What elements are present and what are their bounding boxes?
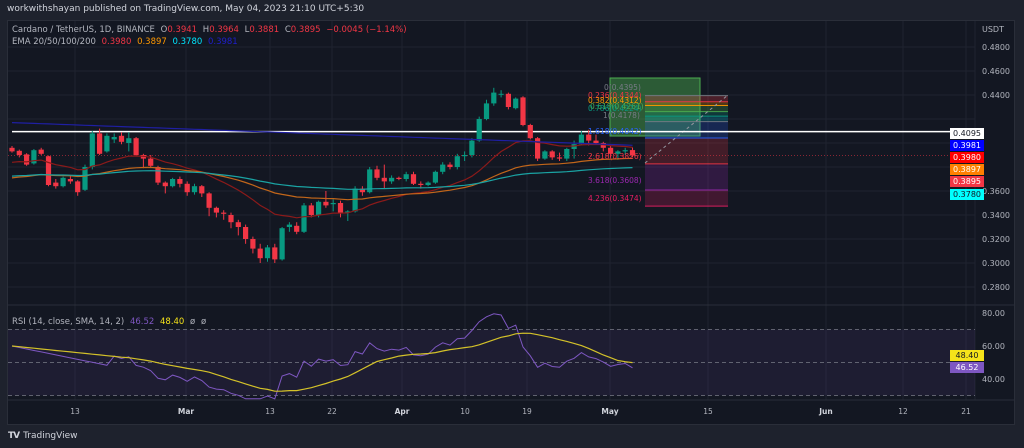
price-tick: 0.3600	[982, 187, 1010, 196]
rsi-value: 46.52	[129, 317, 155, 327]
symbol-legend: Cardano / TetherUS, 1D, BINANCE O0.3941 …	[12, 25, 410, 35]
close-label: C	[284, 25, 291, 35]
time-tick: 13	[265, 407, 275, 416]
price-tick: 0.4800	[982, 43, 1010, 52]
chart-frame[interactable]	[7, 20, 1015, 425]
price-axis-label: 0.4095	[950, 128, 984, 139]
time-tick: 21	[961, 407, 971, 416]
price-axis-label: 0.3780	[950, 189, 984, 200]
symbol-title[interactable]: Cardano / TetherUS, 1D, BINANCE	[12, 25, 155, 35]
bottom-bar	[0, 425, 1024, 448]
time-tick: 10	[460, 407, 470, 416]
price-tick: 0.3400	[982, 211, 1010, 220]
price-axis-label: 0.3897	[950, 164, 984, 175]
time-tick: 13	[70, 407, 80, 416]
fib-level-label: 1(0.4178)	[603, 111, 640, 120]
change-value: −0.0045 (−1.14%)	[326, 25, 407, 35]
fib-level-label: 1.618(0.4042)	[588, 127, 642, 136]
rsi-extra-1: ø	[190, 317, 196, 327]
ema200-value: 0.3981	[207, 37, 238, 47]
fib-level-label: 0.618(0.4261)	[590, 102, 644, 111]
fib-level-label: 2.618(0.3826)	[588, 152, 642, 161]
ema50-value: 0.3897	[137, 37, 167, 47]
rsi-extra-2: ø	[200, 317, 207, 327]
time-tick: 15	[703, 407, 713, 416]
close-value: 0.3895	[290, 25, 321, 35]
ema200-line	[11, 122, 633, 146]
candles[interactable]	[9, 87, 636, 263]
ema20-line	[11, 140, 633, 219]
ema100-value: 0.3780	[172, 37, 203, 47]
fib-level-label: 4.236(0.3474)	[588, 194, 642, 203]
ema20-value: 0.3980	[101, 37, 132, 47]
ema-title[interactable]: EMA 20/50/100/200	[12, 37, 96, 47]
time-tick: 19	[522, 407, 532, 416]
open-label: O	[160, 25, 168, 35]
ema-legend: EMA 20/50/100/200 0.3980 0.3897 0.3780 0…	[12, 37, 241, 47]
price-tick: 0.2800	[982, 283, 1010, 292]
low-label: L	[244, 25, 250, 35]
fib-level-label: 0.382(0.4312)	[588, 96, 642, 105]
time-tick: Mar	[177, 407, 195, 416]
time-tick: Apr	[394, 407, 410, 416]
rsi-sma-value: 48.40	[160, 317, 185, 327]
price-axis-label: 0.3981	[950, 140, 984, 151]
rsi-pane[interactable]	[8, 313, 975, 400]
price-tick: 0.4600	[982, 67, 1010, 76]
price-tick: 0.4400	[982, 91, 1010, 100]
time-tick: 12	[898, 407, 908, 416]
fib-extension-tool[interactable]	[609, 77, 729, 207]
price-axis-label: 0.3980	[950, 152, 984, 163]
rsi-title[interactable]: RSI (14, close, SMA, 14, 2)	[12, 317, 125, 327]
rsi-tick: 60.00	[982, 342, 1005, 351]
fib-level-label: 0.786(0.4224)	[588, 104, 642, 113]
rsi-sma-axis-label: 48.40	[950, 350, 984, 361]
price-tick: 0.3000	[982, 259, 1010, 268]
fib-level-label: 0(0.4395)	[604, 83, 641, 92]
high-label: H	[202, 25, 210, 35]
fib-level-label: 3.618(0.3608)	[588, 176, 642, 185]
currency-label: USDT	[982, 25, 1004, 34]
time-tick: 22	[327, 407, 337, 416]
top-bar: workwithshayan published on TradingView.…	[0, 0, 1024, 20]
rsi-tick: 80.00	[982, 309, 1005, 318]
time-tick: Jun	[819, 407, 833, 416]
tradingview-logo[interactable]: TV TradingView	[8, 431, 78, 441]
open-value: 0.3941	[167, 25, 198, 35]
publisher-line: workwithshayan published on TradingView.…	[7, 4, 365, 14]
fib-level-label: 0.236(0.4344)	[588, 91, 642, 100]
tradingview-logo-icon: TV	[8, 431, 20, 441]
price-tick: 0.3200	[982, 235, 1010, 244]
tradingview-brand: TradingView	[23, 431, 78, 441]
rsi-legend: RSI (14, close, SMA, 14, 2) 46.52 48.40 …	[12, 317, 209, 327]
ema50-line	[11, 157, 633, 201]
price-axis-label: 0.3895	[950, 176, 984, 187]
low-value: 0.3881	[249, 25, 280, 35]
rsi-tick: 40.00	[982, 375, 1005, 384]
ema100-line	[11, 167, 633, 190]
rsi-sma-line	[11, 332, 633, 392]
rsi-axis-label: 46.52	[950, 362, 984, 373]
time-tick: May	[601, 407, 619, 416]
high-value: 0.3964	[209, 25, 239, 35]
